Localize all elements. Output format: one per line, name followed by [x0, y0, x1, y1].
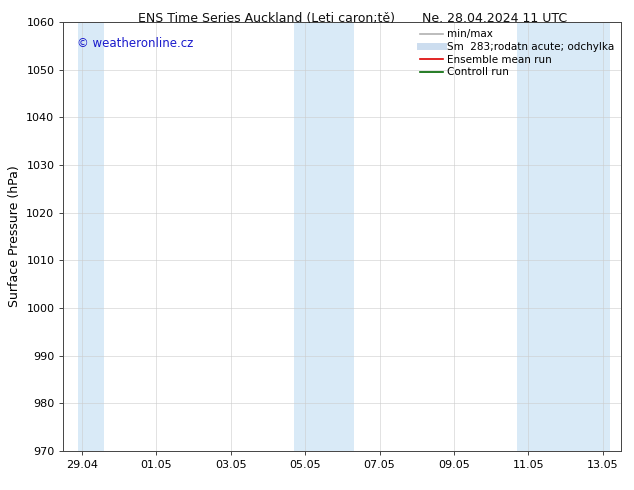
- Text: © weatheronline.cz: © weatheronline.cz: [77, 37, 194, 50]
- Bar: [517, 22, 610, 451]
- Legend: min/max, Sm  283;rodatn acute; odchylka, Ensemble mean run, Controll run: min/max, Sm 283;rodatn acute; odchylka, …: [418, 27, 616, 79]
- Text: Ne. 28.04.2024 11 UTC: Ne. 28.04.2024 11 UTC: [422, 12, 567, 25]
- Bar: [294, 22, 354, 451]
- Y-axis label: Surface Pressure (hPa): Surface Pressure (hPa): [8, 166, 21, 307]
- Text: ENS Time Series Auckland (Leti caron;tě): ENS Time Series Auckland (Leti caron;tě): [138, 12, 395, 25]
- Bar: [78, 22, 105, 451]
